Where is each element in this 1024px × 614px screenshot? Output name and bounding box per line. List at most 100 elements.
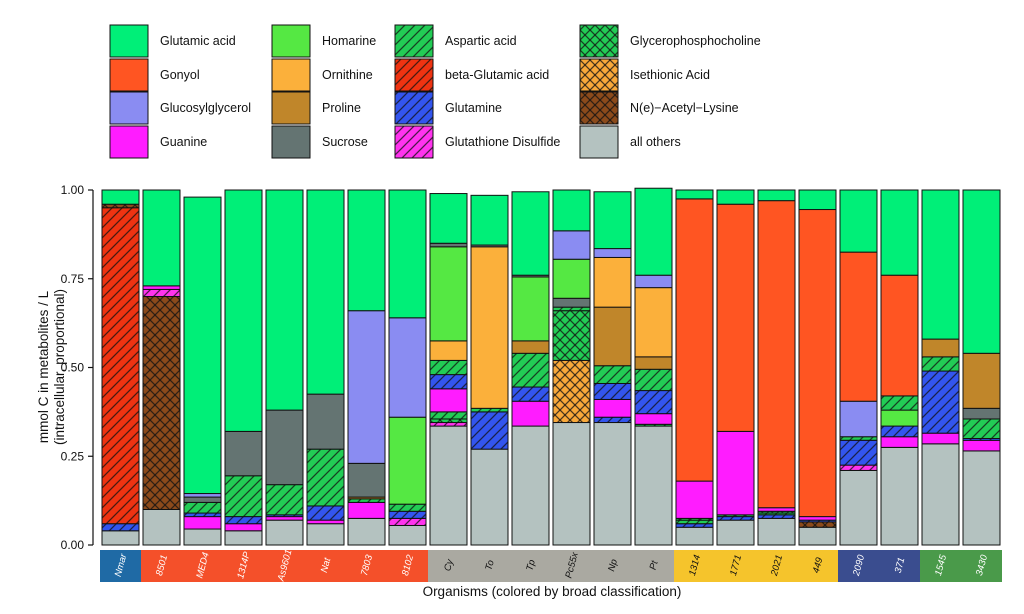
segment-gon	[675, 198, 714, 482]
organism-label: 3430	[974, 553, 990, 577]
segment-gua	[757, 507, 796, 512]
segment-nal	[142, 296, 181, 510]
segment-gon	[798, 209, 837, 518]
y-tick-label: 0.50	[61, 361, 85, 375]
segment-glu	[962, 189, 1001, 354]
segment-suc	[347, 462, 386, 498]
bars	[101, 187, 1001, 546]
legend-swatch	[271, 58, 311, 92]
bar-Pt	[634, 187, 673, 546]
legend-item-suc: Sucrose	[271, 125, 368, 159]
segment-gua	[593, 398, 632, 418]
segment-oth	[634, 425, 673, 546]
legend-swatch	[579, 91, 619, 125]
segment-glu	[306, 189, 345, 395]
segment-glu	[839, 189, 878, 253]
legend-label: Proline	[322, 101, 361, 115]
segment-gln	[183, 512, 222, 518]
bar-Tp	[511, 191, 550, 546]
segment-asp	[552, 306, 591, 312]
legend-item-orn: Ornithine	[271, 58, 373, 92]
segment-oth	[265, 519, 304, 546]
segment-suc	[183, 496, 222, 503]
segment-gln	[716, 516, 755, 521]
segment-asp	[306, 448, 345, 507]
legend-item-gua: Guanine	[109, 125, 207, 159]
bar-To	[470, 194, 509, 546]
bar-371	[880, 189, 919, 546]
segment-gln	[306, 505, 345, 521]
legend-swatch	[109, 58, 149, 92]
segment-glu	[388, 189, 427, 319]
y-tick-label: 0.75	[61, 272, 85, 286]
bar-Cy	[429, 193, 468, 546]
segment-gln	[634, 390, 673, 415]
organism-label: To	[483, 559, 496, 572]
segment-gua	[265, 516, 304, 521]
segment-gua	[962, 439, 1001, 452]
legend-label: Guanine	[160, 135, 207, 149]
segment-oth	[511, 425, 550, 546]
segment-gln	[224, 516, 263, 525]
segment-gua	[224, 523, 263, 532]
segment-gsh	[429, 422, 468, 427]
segment-oth	[470, 448, 509, 546]
bar-Nmar	[101, 189, 140, 546]
organism-label: 1314	[687, 554, 703, 577]
legend-label: Ornithine	[322, 68, 373, 82]
legend-swatch	[109, 125, 149, 159]
segment-gsh	[142, 288, 181, 297]
x-axis-title: Organisms (colored by broad classificati…	[423, 584, 682, 599]
legend-swatch	[109, 91, 149, 125]
y-axis-title-line2: (intracellular, proportional)	[52, 289, 67, 445]
legend-item-bglu: beta-Glutamic acid	[394, 58, 549, 92]
segment-nal	[101, 203, 140, 209]
segment-asp	[593, 365, 632, 384]
legend-label: Aspartic acid	[445, 34, 517, 48]
segment-gon	[880, 274, 919, 397]
group-band-grey	[428, 550, 674, 582]
organism-label: Cy	[442, 557, 456, 572]
segment-oth	[429, 425, 468, 546]
segment-hom	[388, 416, 427, 505]
legend-swatch	[579, 24, 619, 58]
segment-asp	[962, 418, 1001, 440]
segment-oth	[962, 450, 1001, 546]
legend-item-asp: Aspartic acid	[394, 24, 517, 58]
segment-asp	[429, 411, 468, 420]
segment-oth	[880, 446, 919, 546]
segment-nal	[798, 521, 837, 528]
organism-labels: Nmar 8501 MED4 1314P As9601 Nat 7803 8102 Cy To Tp…	[100, 548, 1002, 583]
segment-oth	[224, 530, 263, 546]
group-band-navy	[838, 550, 920, 582]
segment-suc	[224, 430, 263, 477]
segment-glu	[142, 189, 181, 287]
legend-swatch	[271, 125, 311, 159]
organism-label: 8501	[154, 554, 170, 577]
legend-item-gg: Glucosylglycerol	[109, 91, 251, 125]
y-axis: 0.00 0.25 0.50 0.75 1.00	[61, 183, 94, 552]
legend-item-ise: Isethionic Acid	[579, 58, 710, 92]
segment-oth	[183, 528, 222, 546]
legend-label: Glycerophosphocholine	[630, 34, 761, 48]
segment-oth	[839, 469, 878, 546]
bar-3430	[962, 189, 1001, 546]
bar-Pc55x	[552, 189, 591, 546]
bar-2021	[757, 189, 796, 546]
segment-suc	[429, 242, 468, 248]
legend-swatch	[394, 58, 434, 92]
segment-gon	[716, 203, 755, 432]
segment-glu	[798, 189, 837, 211]
legend-swatch	[394, 91, 434, 125]
segment-hom	[511, 276, 550, 342]
segment-asp	[224, 475, 263, 518]
organism-label: Tp	[524, 559, 537, 573]
segment-glu	[470, 194, 509, 246]
legend-item-nal: N(e)−Acetyl−Lysine	[579, 91, 739, 125]
segment-gua	[921, 432, 960, 445]
organism-label: 449	[811, 556, 826, 575]
segment-oth	[921, 443, 960, 546]
segment-glu	[880, 189, 919, 276]
segment-gua	[511, 400, 550, 427]
segment-asp	[429, 359, 468, 376]
